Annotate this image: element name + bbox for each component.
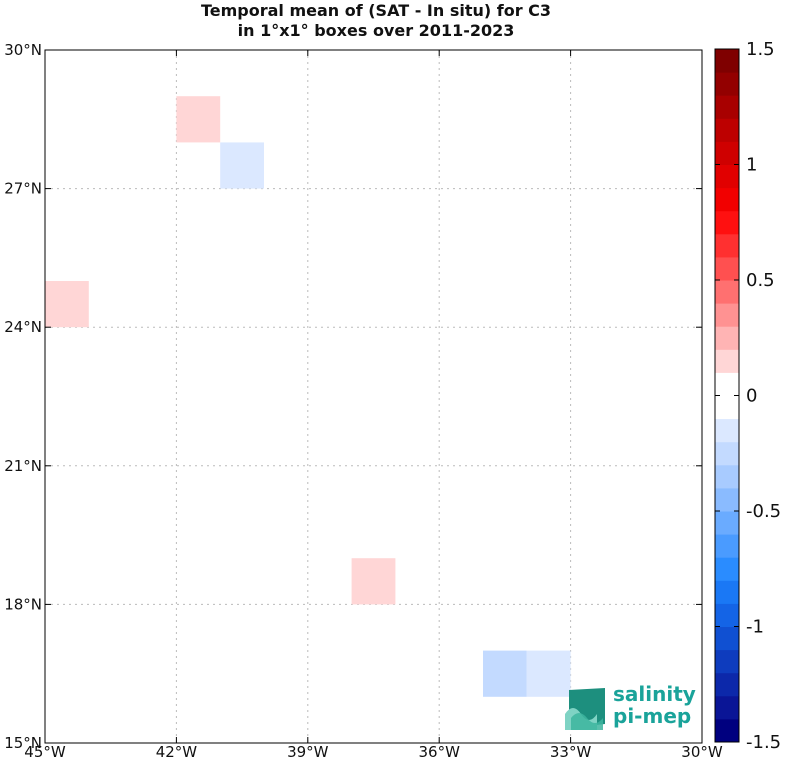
x-tick-label: 36°W [418, 743, 460, 761]
y-tick-label: 15°N [4, 734, 42, 752]
ticks-layer: 45°W 42°W 39°W 36°W 33°W 30°W 15°N 18°N 21°N 24°N… [4, 41, 723, 761]
data-box [45, 281, 89, 328]
colorbar-segment [715, 603, 739, 627]
logo-text-salinity: salinity [613, 682, 696, 706]
colorbar-segment [715, 557, 739, 581]
colorbar-segment [715, 649, 739, 674]
chart-title-line1: Temporal mean of (SAT - In situ) for C3 [200, 1, 552, 20]
data-box [176, 96, 221, 143]
colorbar-segment [715, 418, 739, 443]
colorbar-segment [715, 580, 739, 604]
colorbar-segment [715, 233, 739, 258]
colorbar-segment [715, 141, 739, 165]
colorbar-segment [715, 187, 739, 212]
data-box [526, 650, 571, 697]
data-box [483, 650, 527, 697]
colorbar-tick-label: -0.5 [746, 501, 781, 522]
x-tick-label: 45°W [24, 743, 66, 761]
x-tick-label: 33°W [550, 743, 592, 761]
y-tick-label: 18°N [4, 595, 42, 613]
data-box [220, 142, 264, 189]
colorbar-segment [715, 72, 739, 96]
colorbar-segment [715, 164, 739, 189]
colorbar-segment [715, 534, 739, 558]
grid-layer [45, 50, 702, 743]
colorbar-segment [715, 280, 739, 304]
colorbar: 1.5 1 0.5 0 -0.5 -1 -1.5 [714, 39, 781, 753]
x-tick-label: 42°W [156, 743, 198, 761]
colorbar-segment [715, 95, 739, 119]
colorbar-segment [715, 718, 739, 743]
salinity-pimep-logo: salinity pi-mep [563, 682, 696, 732]
colorbar-segment [715, 326, 739, 350]
colorbar-segment [715, 349, 739, 373]
colorbar-tick-label: -1.5 [746, 732, 781, 753]
chart-title-line2: in 1°x1° boxes over 2011-2023 [237, 21, 515, 40]
colorbar-tick-label: 0.5 [746, 270, 775, 291]
logo-wave-icon [565, 688, 605, 730]
colorbar-tick-label: 0 [746, 386, 757, 407]
x-tick-label: 39°W [287, 743, 329, 761]
colorbar-segment [715, 210, 739, 235]
y-tick-label: 21°N [4, 457, 42, 475]
data-box [351, 558, 396, 605]
colorbar-segment [715, 487, 739, 512]
y-tick-label: 30°N [4, 41, 42, 59]
plot-frame [44, 49, 703, 744]
colorbar-segment [715, 303, 739, 327]
logo-text-pimep: pi-mep [613, 704, 692, 728]
colorbar-segment [715, 441, 739, 466]
colorbar-segment [715, 395, 739, 420]
colorbar-segment [715, 672, 739, 697]
colorbar-segment [715, 49, 739, 73]
colorbar-segment [715, 695, 739, 720]
boxes-layer [45, 96, 571, 697]
colorbar-segment [715, 118, 739, 142]
colorbar-segment [715, 256, 739, 281]
colorbar-segment [715, 511, 739, 535]
colorbar-segment [715, 464, 739, 489]
colorbar-segment [715, 372, 739, 396]
colorbar-tick-label: -1 [746, 617, 764, 638]
colorbar-tick-label: 1.5 [746, 39, 775, 60]
colorbar-tick-label: 1 [746, 155, 757, 176]
x-tick-label: 30°W [681, 743, 723, 761]
y-tick-label: 24°N [4, 318, 42, 336]
y-tick-label: 27°N [4, 180, 42, 198]
colorbar-segment [715, 626, 739, 651]
